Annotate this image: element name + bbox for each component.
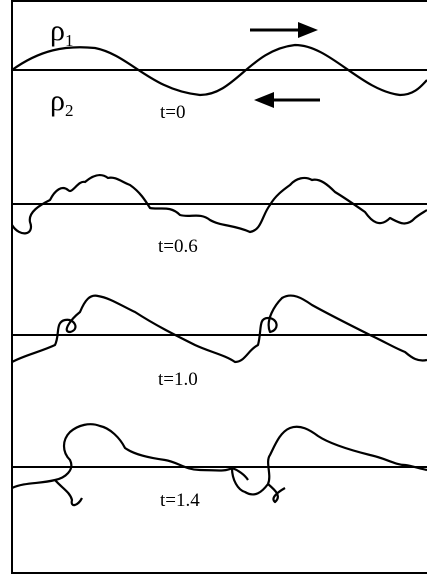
time-label: t=1.0 <box>158 369 198 390</box>
diagram: ρ1 ρ2 t=0 t=0.6 t=1.0 t=1.4 <box>0 0 427 574</box>
density-label: ρ2 <box>50 84 73 120</box>
frame <box>12 1 427 573</box>
arrowhead <box>254 92 274 108</box>
density-label: ρ1 <box>50 14 73 50</box>
time-label: t=0 <box>160 102 186 123</box>
arrowhead <box>298 22 318 38</box>
time-label: t=1.4 <box>160 490 200 511</box>
interface-wave <box>12 296 427 362</box>
time-label: t=0.6 <box>158 236 198 257</box>
interface-wave <box>12 424 427 494</box>
